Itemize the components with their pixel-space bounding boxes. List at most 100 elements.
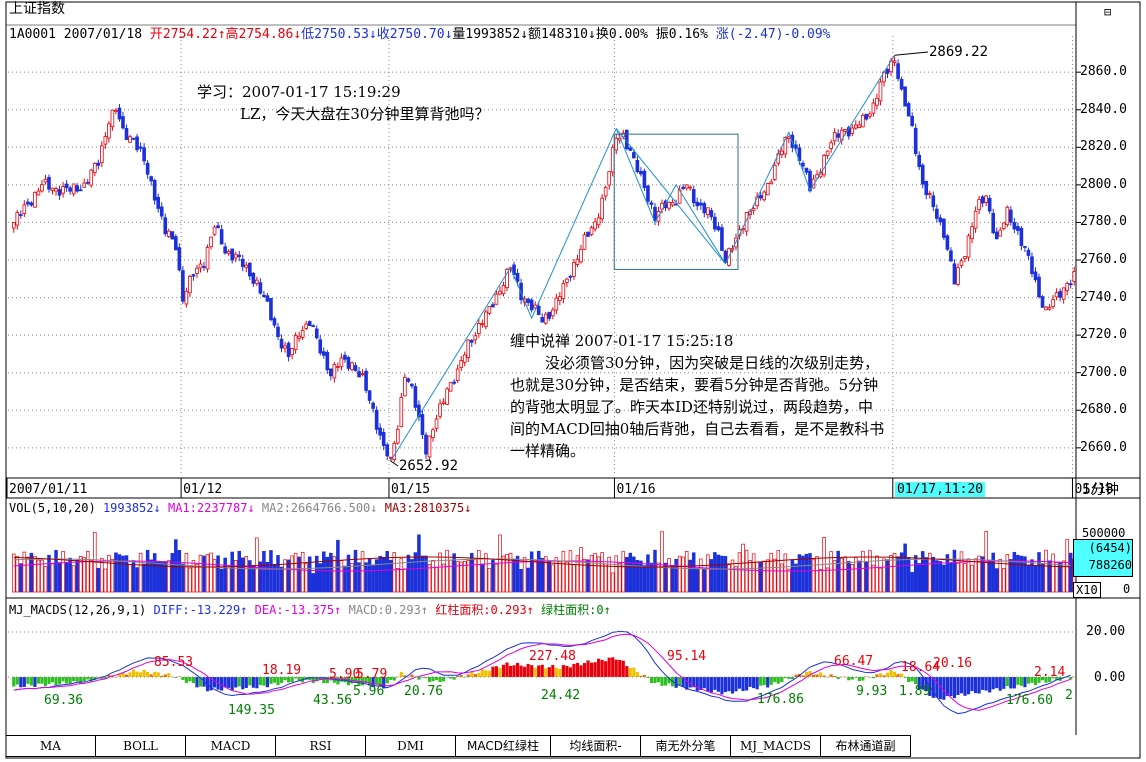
candle-body xyxy=(498,290,502,295)
volume-bar xyxy=(899,552,904,593)
macd-bar xyxy=(790,677,794,680)
volume-bar xyxy=(885,559,890,593)
macd-bar xyxy=(882,675,886,677)
macd-red-label: 2.14 xyxy=(1034,665,1066,680)
volume-bar xyxy=(917,563,921,593)
macd-bar xyxy=(716,677,720,692)
candle-body xyxy=(857,124,862,129)
volume-bar xyxy=(332,556,337,593)
macd-bar xyxy=(625,666,629,677)
candle-body xyxy=(304,323,308,329)
candle-body xyxy=(1051,299,1055,307)
macd-bar xyxy=(840,676,844,678)
macd-red-label: 20.16 xyxy=(933,656,973,671)
tab-boll-sub[interactable]: 布林通道副 xyxy=(821,736,911,757)
macd-bar xyxy=(248,677,252,686)
candle-body xyxy=(297,335,301,339)
candle-body xyxy=(632,152,636,159)
volume-bar xyxy=(505,554,509,593)
candle-body xyxy=(801,162,805,167)
macd-bar xyxy=(744,677,749,691)
candle-body xyxy=(424,434,428,455)
volume-bar xyxy=(861,550,865,593)
macd-bar xyxy=(212,677,217,688)
macd-bar xyxy=(547,667,551,677)
volume-bar xyxy=(582,558,587,593)
tab-ma[interactable]: MA xyxy=(6,736,96,757)
macd-bar xyxy=(611,657,615,677)
candle-body xyxy=(441,401,446,404)
macd-bar xyxy=(977,677,981,694)
candle-body xyxy=(1037,276,1041,298)
volume-bar xyxy=(413,552,418,593)
volume-bar xyxy=(455,561,460,593)
vol-axis-zero: 0 xyxy=(1123,582,1131,596)
volume-bar xyxy=(124,555,129,593)
macd-bar xyxy=(762,677,766,686)
macd-bar xyxy=(889,669,893,677)
macd-bar xyxy=(163,674,167,677)
candle-body xyxy=(290,348,294,356)
tab-rsi[interactable]: RSI xyxy=(276,736,366,757)
volume-bar xyxy=(670,565,675,593)
volume-bar xyxy=(910,572,914,593)
volume-bar xyxy=(258,561,263,593)
macd-bar xyxy=(586,660,590,677)
macd-bar xyxy=(286,677,291,683)
tab-boll[interactable]: BOLL xyxy=(96,736,186,757)
volume-bar xyxy=(949,562,953,593)
tab-tick[interactable]: 南无外分笔 xyxy=(641,736,731,757)
period-label[interactable]: 5分钟 xyxy=(1082,482,1119,498)
candle-body xyxy=(850,127,855,134)
volume-bar xyxy=(755,561,759,593)
candle-body xyxy=(163,217,168,235)
volume-bar xyxy=(19,563,23,593)
volume-bar xyxy=(607,556,611,593)
volume-bar xyxy=(868,550,872,593)
volume-bar xyxy=(78,556,83,593)
volume-bar xyxy=(484,553,488,593)
candle-body xyxy=(82,182,87,188)
pivot-zigzag-line xyxy=(615,128,726,265)
volume-bar xyxy=(237,550,242,593)
candle-body xyxy=(681,186,685,190)
macd-bar xyxy=(780,677,784,683)
macd-bar xyxy=(449,677,453,679)
candle-body xyxy=(85,181,90,184)
macd-bar xyxy=(234,677,238,688)
candle-body xyxy=(804,167,809,173)
tab-ma-area[interactable]: 均线面积- xyxy=(551,736,641,757)
candle-body xyxy=(212,226,217,235)
candle-body xyxy=(174,236,178,251)
volume-bar xyxy=(68,557,72,593)
volume-bar xyxy=(998,558,1003,593)
macd-bar xyxy=(752,677,756,689)
macd-bar xyxy=(737,677,742,689)
candle-body xyxy=(607,171,611,186)
volume-bar xyxy=(1051,553,1055,593)
tab-dmi[interactable]: DMI xyxy=(366,736,456,757)
macd-bar xyxy=(26,677,30,684)
volume-bar xyxy=(572,564,576,593)
macd-bar xyxy=(473,674,477,677)
tab-macd-redgreen[interactable]: MACD红绿柱 xyxy=(456,736,551,757)
macd-bar xyxy=(325,677,329,684)
macd-bar xyxy=(808,671,812,677)
candle-body xyxy=(780,150,784,156)
candle-body xyxy=(526,298,530,303)
candle-body xyxy=(455,368,460,381)
volume-bar xyxy=(656,562,661,593)
volume-bar xyxy=(889,554,893,593)
macd-bar xyxy=(114,676,118,678)
candle-body xyxy=(582,234,587,250)
candle-body xyxy=(787,136,791,140)
volume-bar xyxy=(357,562,361,593)
panel-toggle-icon[interactable]: ⊟ xyxy=(1104,5,1112,19)
tab-macd[interactable]: MACD xyxy=(186,736,276,757)
volume-bar xyxy=(424,555,428,593)
candle-body xyxy=(646,185,650,202)
tab-mj-macds[interactable]: MJ_MACDS xyxy=(731,736,821,757)
macd-bar xyxy=(646,677,650,678)
volume-bar xyxy=(857,560,862,593)
volume-bar xyxy=(762,560,766,593)
